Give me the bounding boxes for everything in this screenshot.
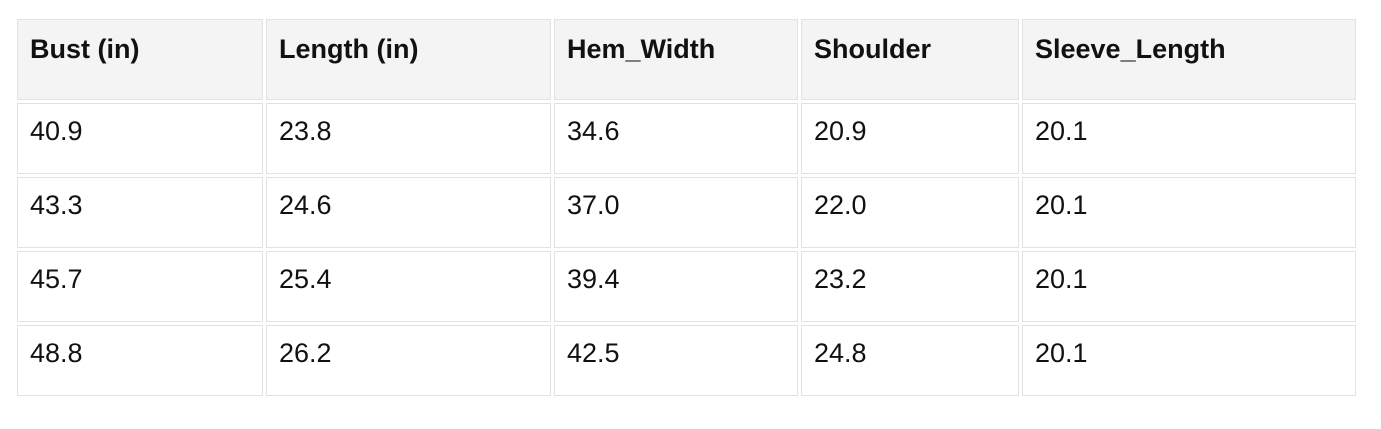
- table-cell: 37.0: [554, 177, 798, 249]
- header-cell-sleeve-length: Sleeve_Length: [1022, 19, 1356, 101]
- header-cell-bust-in: Bust (in): [17, 19, 263, 101]
- size-chart-table: Bust (in) Length (in) Hem_Width Shoulder Sle…: [14, 16, 1359, 399]
- table-cell: 24.8: [801, 325, 1019, 397]
- table-cell: 43.3: [17, 177, 263, 249]
- table-cell: 26.2: [266, 325, 551, 397]
- table-cell: 23.2: [801, 251, 1019, 323]
- table-cell: 23.8: [266, 103, 551, 175]
- table-row: 48.8 26.2 42.5 24.8 20.1: [17, 325, 1356, 397]
- table-cell: 20.9: [801, 103, 1019, 175]
- table-row: 40.9 23.8 34.6 20.9 20.1: [17, 103, 1356, 175]
- table-cell: 24.6: [266, 177, 551, 249]
- table-cell: 45.7: [17, 251, 263, 323]
- table-row: 45.7 25.4 39.4 23.2 20.1: [17, 251, 1356, 323]
- table-cell: 40.9: [17, 103, 263, 175]
- table-cell: 20.1: [1022, 177, 1356, 249]
- table-header: Bust (in) Length (in) Hem_Width Shoulder Sle…: [17, 19, 1356, 101]
- table-row: 43.3 24.6 37.0 22.0 20.1: [17, 177, 1356, 249]
- table-cell: 22.0: [801, 177, 1019, 249]
- table-body: 40.9 23.8 34.6 20.9 20.1 43.3 24.6 37.0 22.0 20.1…: [17, 103, 1356, 397]
- table-cell: 20.1: [1022, 103, 1356, 175]
- table-cell: 48.8: [17, 325, 263, 397]
- table-cell: 20.1: [1022, 325, 1356, 397]
- header-cell-hem-width: Hem_Width: [554, 19, 798, 101]
- header-row: Bust (in) Length (in) Hem_Width Shoulder Sle…: [17, 19, 1356, 101]
- table-cell: 39.4: [554, 251, 798, 323]
- header-cell-shoulder: Shoulder: [801, 19, 1019, 101]
- header-cell-length-in: Length (in): [266, 19, 551, 101]
- table-cell: 42.5: [554, 325, 798, 397]
- table-cell: 25.4: [266, 251, 551, 323]
- table-cell: 20.1: [1022, 251, 1356, 323]
- table-cell: 34.6: [554, 103, 798, 175]
